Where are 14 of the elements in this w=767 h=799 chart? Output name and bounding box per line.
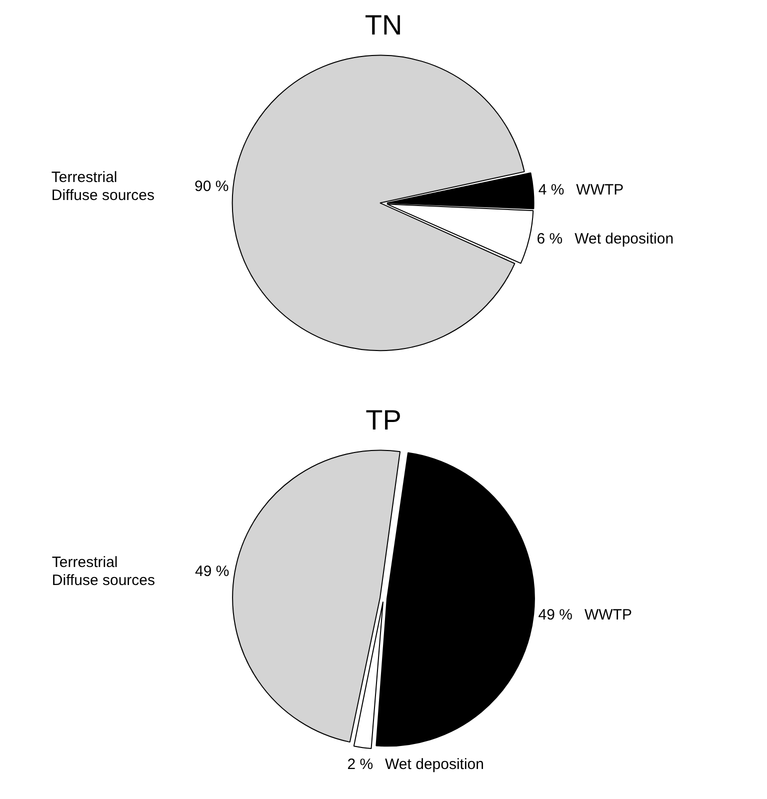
- data-label: 49 %: [195, 562, 230, 580]
- data-label: 49 %: [538, 606, 572, 624]
- data-label: 4 %: [538, 181, 564, 198]
- slice-label: Wet deposition: [574, 230, 674, 248]
- data-label: 90 %: [194, 178, 229, 196]
- slice-label: Terrestrial Diffuse sources: [52, 554, 156, 589]
- data-label: 2 %: [347, 756, 374, 773]
- slice-label: Wet deposition: [385, 756, 484, 773]
- data-label: 6 %: [536, 230, 563, 248]
- chart-title: TN: [364, 10, 402, 41]
- slice-label: WWTP: [584, 606, 632, 624]
- chart-title: TP: [366, 404, 402, 436]
- slice-label: WWTP: [576, 181, 624, 198]
- slice-label: Terrestrial Diffuse sources: [51, 169, 155, 204]
